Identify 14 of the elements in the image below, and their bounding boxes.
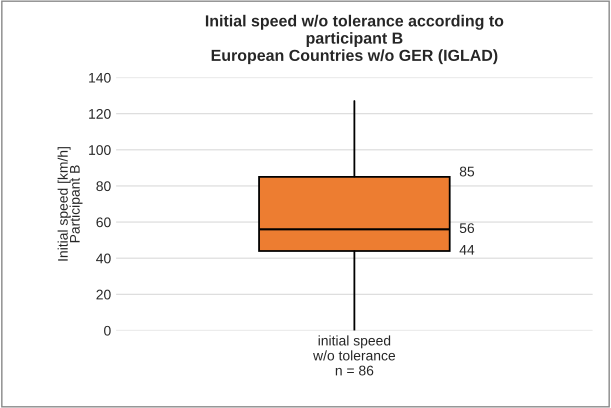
x-tick-label: initial speed w/o tolerance n = 86 — [313, 335, 396, 376]
chart-title: Initial speed w/o tolerance according to participant B European Countries w/o GER (IGLAD) — [206, 14, 504, 64]
y-tick-label: 100 — [89, 145, 111, 155]
annotation: 56 — [460, 223, 474, 234]
y-axis-title: Initial speed [km/h] Participant B — [58, 147, 83, 261]
annotation: 44 — [460, 245, 474, 255]
y-tick-label: 60 — [96, 217, 111, 228]
y-tick-label: 20 — [96, 290, 111, 300]
annotation: 85 — [460, 166, 474, 176]
y-tick-label: 140 — [89, 72, 111, 83]
y-tick-label: 40 — [96, 254, 111, 264]
y-tick-label: 120 — [89, 108, 111, 119]
y-tick-label: 80 — [96, 181, 111, 192]
y-tick-label: 0 — [104, 326, 111, 336]
